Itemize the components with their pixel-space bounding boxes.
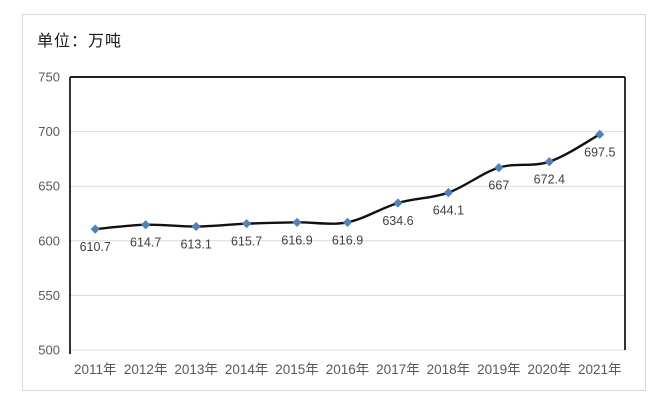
data-point-label: 613.1 <box>180 237 211 251</box>
y-axis-tick-label: 500 <box>38 343 60 358</box>
data-point-label: 615.7 <box>231 235 262 249</box>
unit-label: 单位：万吨 <box>37 33 123 50</box>
data-point-label: 616.9 <box>332 233 363 247</box>
y-axis-tick-label: 650 <box>38 179 60 194</box>
data-point-label: 614.7 <box>130 236 161 250</box>
data-point-label: 616.9 <box>281 233 312 247</box>
x-axis-tick-label: 2017年 <box>376 362 420 377</box>
data-point-label: 667 <box>488 179 509 193</box>
data-point-marker <box>342 217 353 227</box>
data-point-marker <box>191 221 201 232</box>
x-axis-tick-label: 2015年 <box>275 362 319 377</box>
chart-frame: 单位：万吨 500 550 600 650 700 750 2011年 2012年 2013年 2… <box>22 14 646 391</box>
data-point-marker <box>292 217 302 227</box>
data-point-label: 610.7 <box>80 240 111 254</box>
data-series-line <box>94 133 601 231</box>
x-axis-tick-label: 2016年 <box>326 362 370 377</box>
y-axis-tick-label: 700 <box>38 124 60 139</box>
y-axis-tick-label: 600 <box>38 233 60 248</box>
x-axis-tick-label: 2020年 <box>528 362 572 377</box>
data-point-label: 672.4 <box>534 173 565 187</box>
x-axis-tick-label: 2021年 <box>578 362 622 377</box>
x-axis-tick-label: 2012年 <box>124 362 168 377</box>
x-axis-tick-label: 2013年 <box>174 362 218 377</box>
data-point-label: 697.5 <box>584 145 615 159</box>
data-point-marker <box>443 188 454 198</box>
x-axis-tick-label: 2019年 <box>477 362 521 377</box>
x-axis-tick-label: 2014年 <box>225 362 269 377</box>
y-axis-tick-label: 750 <box>38 70 60 85</box>
data-point-marker <box>544 157 554 167</box>
data-point-marker <box>141 220 151 230</box>
data-point-marker <box>494 163 504 173</box>
data-point-label: 644.1 <box>433 204 464 218</box>
y-axis-tick-label: 550 <box>38 288 60 303</box>
line-chart: 500 550 600 650 700 750 2011年 2012年 2013年 2014年 20… <box>38 70 626 377</box>
data-point-marker <box>241 219 252 229</box>
data-point-label: 634.6 <box>382 214 413 228</box>
data-point-marker <box>90 224 100 234</box>
x-axis-tick-label: 2018年 <box>427 362 471 377</box>
x-axis-tick-label: 2011年 <box>74 362 117 377</box>
data-point-marker <box>393 198 403 208</box>
